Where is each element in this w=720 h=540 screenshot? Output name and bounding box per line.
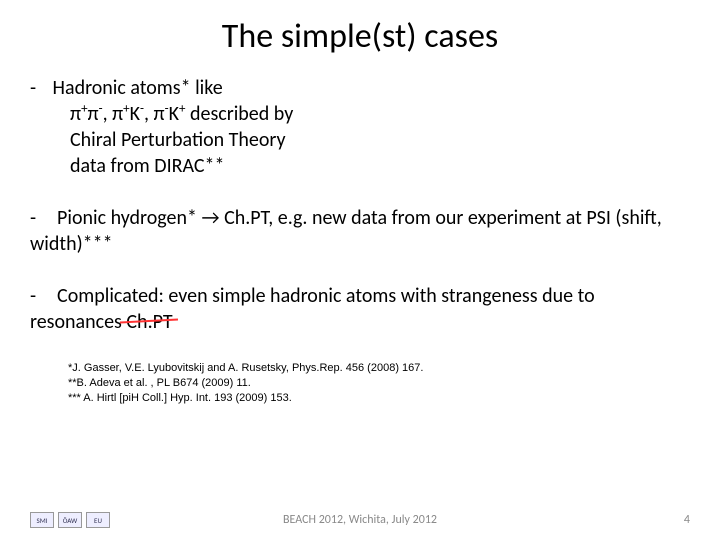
t: K xyxy=(169,102,179,126)
t: K xyxy=(130,102,140,126)
b2-text: Pionic hydrogen* → Ch.PT, e.g. new data … xyxy=(30,206,662,256)
footer-logos: SMI ÖAW EU xyxy=(30,512,110,528)
bullet-2: - Pionic hydrogen* → Ch.PT, e.g. new dat… xyxy=(30,205,690,257)
ref-3: *** A. Hirtl [piH Coll.] Hyp. Int. 193 (… xyxy=(68,391,690,406)
footer-text: BEACH 2012, Wichita, July 2012 xyxy=(283,513,437,527)
dash-icon: - xyxy=(30,75,48,101)
dash-icon: - xyxy=(30,205,48,231)
footer: SMI ÖAW EU BEACH 2012, Wichita, July 201… xyxy=(0,512,720,528)
t: π xyxy=(70,102,81,126)
ref-2: **B. Adeva et al. , PL B674 (2009) 11. xyxy=(68,376,690,391)
t: π xyxy=(88,102,99,126)
ref-1: *J. Gasser, V.E. Lyubovitskij and A. Rus… xyxy=(68,361,690,376)
t: described by xyxy=(185,102,293,126)
b1-line3: Chiral Perturbation Theory xyxy=(30,127,690,153)
b1-line2: π+π-, π+K-, π-K+ described by xyxy=(30,101,690,127)
b1-line4: data from DIRAC** xyxy=(30,153,690,179)
bullet-1: - Hadronic atoms* like π+π-, π+K-, π-K+ … xyxy=(30,75,690,179)
dash-icon: - xyxy=(30,283,48,309)
page-number: 4 xyxy=(684,513,690,527)
slide-title: The simple(st) cases xyxy=(30,16,690,57)
strike-chpt: Ch.PT xyxy=(126,309,172,335)
bullet-3: - Complicated: even simple hadronic atom… xyxy=(30,283,690,335)
t: , π xyxy=(103,102,124,126)
logo-smi: SMI xyxy=(30,512,54,528)
b3-text-a: Complicated: even simple hadronic atoms … xyxy=(30,284,595,334)
logo-oaw: ÖAW xyxy=(58,512,82,528)
references: *J. Gasser, V.E. Lyubovitskij and A. Rus… xyxy=(68,361,690,406)
slide: The simple(st) cases - Hadronic atoms* l… xyxy=(0,0,720,540)
logo-eu: EU xyxy=(86,512,110,528)
b1-lead: Hadronic atoms* like xyxy=(53,76,223,100)
t: , π xyxy=(144,102,165,126)
